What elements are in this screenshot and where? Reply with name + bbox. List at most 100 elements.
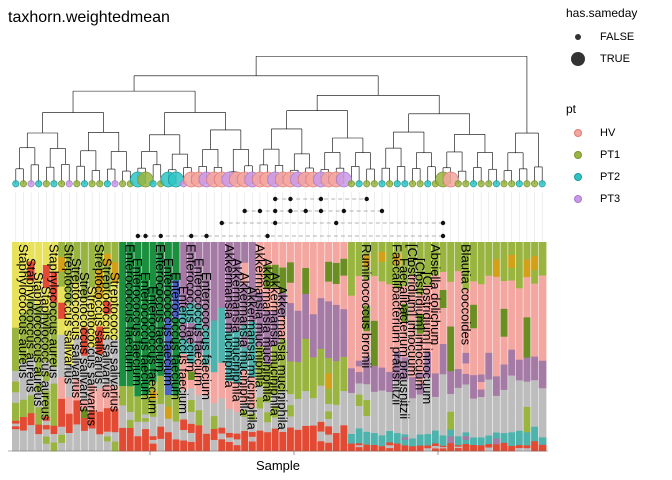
bar-segment [340, 399, 349, 409]
bar-segment [477, 423, 486, 438]
bar-segment [393, 372, 402, 381]
bar-segment [240, 283, 249, 305]
bar-segment [50, 366, 59, 385]
bar-segment [401, 275, 410, 287]
bar-segment [340, 275, 349, 293]
bar-segment [462, 331, 471, 354]
bar-segment [179, 307, 188, 324]
bar-segment [164, 425, 173, 433]
bar-segment [210, 403, 219, 417]
bar-segment [164, 406, 173, 420]
dendrogram-tip [42, 180, 50, 188]
bar-segment [271, 378, 280, 396]
bar-segment [446, 326, 455, 372]
bar-segment [347, 440, 356, 445]
dendrogram-tip [58, 180, 66, 188]
bar-segment [309, 377, 318, 389]
dendrogram-tip [111, 180, 119, 188]
bar-segment [484, 258, 493, 277]
bar-segment [324, 301, 333, 321]
bar-segment [50, 412, 59, 427]
bar-segment [431, 443, 440, 447]
x-ticks [149, 451, 439, 455]
dendrogram-tip [462, 180, 470, 188]
bar-segment [362, 267, 371, 281]
bar-segment [309, 346, 318, 358]
bar-segment [256, 279, 265, 293]
bar-segment [294, 349, 303, 363]
bar-segment [27, 407, 36, 414]
bar-segment [225, 356, 234, 370]
bar-segment [271, 443, 280, 452]
bar-segment [34, 429, 43, 433]
bar-segment [225, 388, 234, 396]
bar-segment [73, 416, 82, 425]
bar-segment [507, 436, 516, 442]
bar-segment [42, 416, 51, 422]
bar-segment [210, 320, 219, 347]
taxon-label: Staphylococcus aureus [31, 272, 46, 407]
sameday-dot [189, 233, 194, 239]
bar-segment [271, 362, 280, 379]
bar-segment [355, 449, 364, 452]
bar-segment [65, 442, 74, 452]
bar-segment [34, 273, 43, 291]
bar-segment [538, 275, 547, 298]
bar-segment [279, 441, 288, 452]
bar-segment [393, 438, 402, 442]
bar-segment [507, 242, 516, 256]
bar-segment [271, 345, 280, 363]
bar-segment [210, 346, 219, 373]
bar-segment [294, 310, 303, 324]
bar-segment [103, 242, 112, 255]
bar-segment [416, 442, 425, 447]
bar-segment [416, 424, 425, 435]
bar-segment [103, 313, 112, 327]
dendrogram-tip [442, 171, 459, 188]
bar-segment [500, 445, 509, 449]
bar-segment [362, 448, 371, 452]
bar-segment [240, 369, 249, 379]
bar-segment [195, 242, 204, 275]
bar-segment [454, 442, 463, 446]
bar-segment [12, 381, 21, 393]
bar-segment [187, 282, 196, 304]
bar-segment [187, 371, 196, 381]
bar-segment [515, 445, 524, 449]
bar-segment [454, 295, 463, 321]
taxon-label: Streptococcus salivarius [100, 258, 115, 399]
taxon-label: Enterococcus faecium [176, 286, 191, 414]
bar-segment [279, 391, 288, 413]
bar-segment [469, 445, 478, 447]
taxon-label: Akkermansia muciniphila [245, 286, 260, 431]
bar-segment [42, 399, 51, 409]
bar-segment [248, 432, 257, 438]
bar-segment [126, 427, 135, 440]
bar-segment [248, 321, 257, 337]
dendrogram-tip [454, 180, 462, 188]
bar-segment [530, 426, 539, 432]
bar-segment [317, 385, 326, 399]
bar-segment [462, 384, 471, 401]
taxon-label: Ruminococcus bromii [359, 244, 374, 368]
bar-segment [134, 421, 143, 428]
bar-segment [416, 440, 425, 444]
bar-segment [65, 242, 74, 274]
bar-segment [225, 287, 234, 311]
bar-segment [172, 442, 181, 446]
bar-segment [217, 321, 226, 336]
sameday-dot [288, 208, 293, 214]
bar-segment [393, 335, 402, 352]
sameday-dot [272, 208, 278, 214]
bar-segment [469, 446, 478, 449]
bar-segment [500, 268, 509, 282]
bar-segment [378, 443, 387, 447]
bar-segment [401, 264, 410, 276]
bar-segment [393, 393, 402, 408]
bar-segment [523, 381, 532, 408]
bar-segment [172, 439, 181, 443]
bar-segment [515, 324, 524, 361]
bar-segment [477, 447, 486, 450]
bar-segment [111, 362, 120, 387]
